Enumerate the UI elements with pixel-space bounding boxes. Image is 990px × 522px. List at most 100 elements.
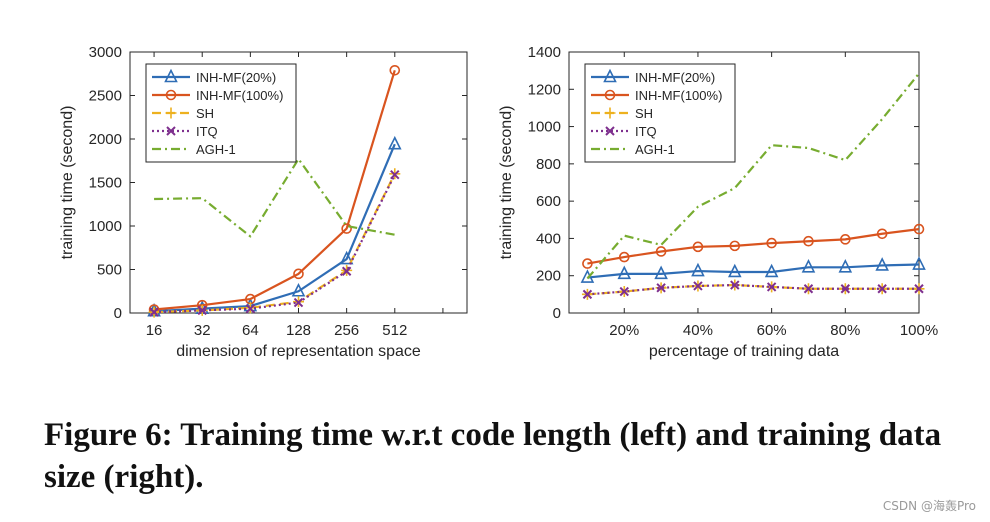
right-chart-point-INH-MF(20%) <box>654 265 668 280</box>
right-chart-ytick-label: 600 <box>536 193 561 210</box>
left-chart-xlabel: dimension of representation space <box>176 343 421 360</box>
right-chart-point-INH-MF(100%) <box>618 251 630 263</box>
right-chart-xlabel: percentage of training data <box>649 343 839 360</box>
right-chart-point-INH-MF(100%) <box>692 241 704 253</box>
right-chart-point-INH-MF(100%) <box>913 223 925 235</box>
left-chart-legend-marker-ITQ <box>166 126 176 136</box>
right-chart-series-line-AGH-1 <box>586 72 920 280</box>
right-chart-point-INH-MF(100%) <box>840 234 851 245</box>
right-chart-point-INH-MF(20%) <box>691 262 705 277</box>
left-chart-legend-marker-SH <box>165 107 177 119</box>
left-chart-ytick-label: 2500 <box>89 88 122 105</box>
right-chart-point-ITQ <box>730 280 740 290</box>
left-chart-legend-label: SH <box>196 106 214 121</box>
left-chart-ytick-label: 1500 <box>89 175 122 192</box>
left-chart-ytick-label: 0 <box>114 305 122 322</box>
left-chart-series-line-ITQ <box>154 174 396 314</box>
figure-caption: Figure 6: Training time w.r.t code lengt… <box>44 417 942 495</box>
left-chart-ytick-label: 1000 <box>89 218 122 235</box>
right-chart-axes-box <box>568 51 920 314</box>
right-chart-legend-label: SH <box>635 106 653 121</box>
right-chart-point-ITQ <box>693 281 703 291</box>
right-chart-point-INH-MF(20%) <box>617 265 632 280</box>
right-chart-legend-label: ITQ <box>635 124 657 139</box>
left-chart-ytick-label: 3000 <box>89 44 122 61</box>
left-chart-point-ITQ <box>293 297 304 308</box>
left-chart-legend-label: ITQ <box>196 124 218 139</box>
right-chart-ytick-label: 800 <box>536 156 561 173</box>
right-chart-xtick-label: 60% <box>757 322 787 339</box>
left-chart-legend-label: INH-MF(100%) <box>196 88 283 103</box>
right-chart-point-INH-MF(20%) <box>875 257 889 271</box>
left-chart-point-INH-MF(20%) <box>339 250 354 265</box>
left-chart-point-ITQ <box>390 169 400 180</box>
left-chart-point-ITQ <box>341 266 352 276</box>
right-chart-ylabel: training time (second) <box>498 106 515 260</box>
left-chart-ytick-label: 2000 <box>89 131 122 148</box>
left-chart-series-line-INH-MF(100%) <box>153 69 396 311</box>
left-chart-legend-marker-INH-MF(100%) <box>165 89 177 101</box>
right-chart-xtick-label: 40% <box>683 322 713 339</box>
right-chart-legend-marker-ITQ <box>605 126 615 136</box>
right-chart-point-INH-MF(20%) <box>764 263 779 278</box>
right-chart-ytick-label: 1200 <box>528 81 561 98</box>
left-chart-point-INH-MF(100%) <box>341 223 352 234</box>
right-chart-legend-marker-INH-MF(100%) <box>604 89 616 101</box>
left-chart-point-INH-MF(100%) <box>389 64 401 76</box>
right-chart-point-ITQ <box>582 289 593 300</box>
right-chart-point-INH-MF(100%) <box>803 235 814 247</box>
left-chart-ylabel: training time (second) <box>59 106 76 260</box>
right-chart-point-INH-MF(100%) <box>655 246 667 257</box>
right-chart-point-INH-MF(20%) <box>838 259 853 273</box>
right-chart-ytick-label: 400 <box>536 230 561 247</box>
left-chart-xtick-label: 64 <box>242 322 259 339</box>
right-chart-xtick-label: 100% <box>900 322 938 339</box>
right-chart-point-ITQ <box>840 284 851 294</box>
left-chart-point-ITQ <box>245 303 256 314</box>
left-chart-xtick-label: 32 <box>194 322 211 339</box>
right-chart-point-ITQ <box>619 286 629 297</box>
left-chart-xtick-label: 256 <box>334 322 359 339</box>
right-chart-legend-label: INH-MF(100%) <box>635 88 722 103</box>
right-chart-series-line-INH-MF(20%) <box>587 263 920 279</box>
left-chart-point-ITQ <box>149 307 159 317</box>
right-chart-xtick-label: 80% <box>830 322 860 339</box>
left-chart-legend-marker-INH-MF(20%) <box>164 68 178 83</box>
right-chart-point-INH-MF(100%) <box>729 240 741 252</box>
right-chart-point-ITQ <box>803 284 814 294</box>
left-chart-series-line-AGH-1 <box>154 157 395 238</box>
left-chart-ytick-label: 500 <box>97 262 122 279</box>
left-chart-series-line-INH-MF(20%) <box>154 143 396 313</box>
right-chart-point-INH-MF(20%) <box>727 263 742 278</box>
right-chart-xtick-label: 20% <box>609 322 639 339</box>
left-chart-point-INH-MF(100%) <box>293 268 304 280</box>
right-chart-ytick-label: 0 <box>553 305 561 322</box>
right-chart-legend-label: AGH-1 <box>635 142 675 157</box>
right-chart-point-INH-MF(100%) <box>766 237 777 249</box>
right-chart-point-INH-MF(20%) <box>912 256 926 270</box>
right-chart-point-ITQ <box>766 282 777 292</box>
right-chart-legend-marker-INH-MF(20%) <box>603 68 617 83</box>
left-chart-xtick-label: 16 <box>146 322 163 339</box>
right-chart-ytick-label: 1000 <box>528 119 561 136</box>
right-chart-point-ITQ <box>877 284 887 294</box>
right-chart-legend-marker-SH <box>604 107 616 119</box>
figure-charts: 0 500 1000 1500 2000 2500 3000 16 32 64 128 256 512 d… <box>59 44 938 360</box>
left-chart-point-INH-MF(20%) <box>291 282 306 297</box>
left-chart-point-INH-MF(20%) <box>387 135 402 150</box>
right-chart-series-line-ITQ <box>587 283 919 296</box>
right-chart-point-INH-MF(100%) <box>876 228 888 240</box>
left-chart-xtick-label: 128 <box>286 322 311 339</box>
right-chart-ytick-label: 1400 <box>528 44 561 61</box>
right-chart-legend-label: INH-MF(20%) <box>635 70 715 85</box>
right-chart-point-ITQ <box>914 284 924 294</box>
right-chart-point-INH-MF(20%) <box>801 259 816 273</box>
watermark: CSDN @海轰Pro <box>882 499 976 513</box>
left-chart-legend-label: AGH-1 <box>196 142 236 157</box>
right-chart-point-INH-MF(100%) <box>582 258 593 269</box>
right-chart-point-ITQ <box>656 283 666 293</box>
right-chart-series-line-INH-MF(100%) <box>587 228 920 265</box>
left-chart-series-line-SH <box>154 173 396 314</box>
left-chart-xtick-label: 512 <box>382 322 407 339</box>
left-chart-point-ITQ <box>197 305 207 316</box>
